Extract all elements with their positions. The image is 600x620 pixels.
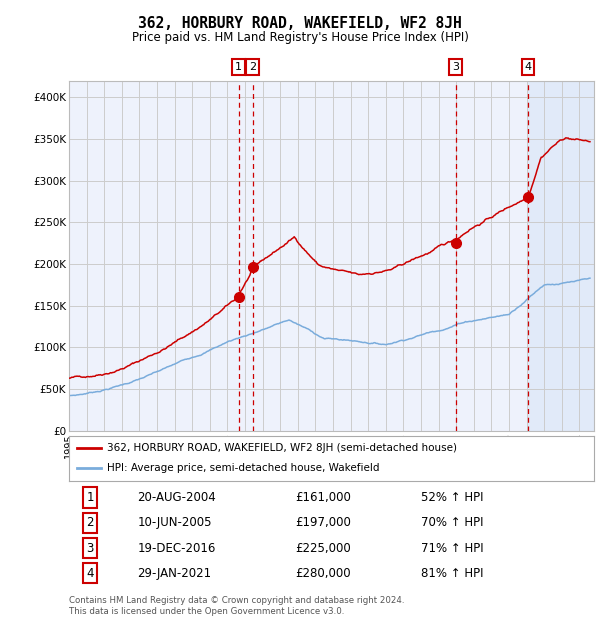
Text: 362, HORBURY ROAD, WAKEFIELD, WF2 8JH (semi-detached house): 362, HORBURY ROAD, WAKEFIELD, WF2 8JH (s… bbox=[107, 443, 457, 453]
Text: £161,000: £161,000 bbox=[295, 491, 350, 504]
Text: 3: 3 bbox=[86, 541, 94, 554]
Text: 19-DEC-2016: 19-DEC-2016 bbox=[137, 541, 215, 554]
Text: 71% ↑ HPI: 71% ↑ HPI bbox=[421, 541, 484, 554]
Text: 52% ↑ HPI: 52% ↑ HPI bbox=[421, 491, 483, 504]
Text: 29-JAN-2021: 29-JAN-2021 bbox=[137, 567, 211, 580]
Text: 81% ↑ HPI: 81% ↑ HPI bbox=[421, 567, 483, 580]
Text: 10-JUN-2005: 10-JUN-2005 bbox=[137, 516, 212, 529]
Text: 2: 2 bbox=[86, 516, 94, 529]
Text: 1: 1 bbox=[235, 62, 242, 73]
Text: 2: 2 bbox=[249, 62, 256, 73]
Text: 20-AUG-2004: 20-AUG-2004 bbox=[137, 491, 216, 504]
Bar bbox=[528, 81, 600, 431]
Text: Price paid vs. HM Land Registry's House Price Index (HPI): Price paid vs. HM Land Registry's House … bbox=[131, 31, 469, 44]
Text: 70% ↑ HPI: 70% ↑ HPI bbox=[421, 516, 483, 529]
Text: 4: 4 bbox=[524, 62, 532, 73]
Text: £225,000: £225,000 bbox=[295, 541, 350, 554]
Text: £280,000: £280,000 bbox=[295, 567, 350, 580]
Text: 4: 4 bbox=[86, 567, 94, 580]
Text: Contains HM Land Registry data © Crown copyright and database right 2024.
This d: Contains HM Land Registry data © Crown c… bbox=[69, 596, 404, 616]
Text: HPI: Average price, semi-detached house, Wakefield: HPI: Average price, semi-detached house,… bbox=[107, 463, 379, 474]
Text: 3: 3 bbox=[452, 62, 459, 73]
Text: 362, HORBURY ROAD, WAKEFIELD, WF2 8JH: 362, HORBURY ROAD, WAKEFIELD, WF2 8JH bbox=[138, 16, 462, 30]
Text: 1: 1 bbox=[86, 491, 94, 504]
Text: £197,000: £197,000 bbox=[295, 516, 350, 529]
